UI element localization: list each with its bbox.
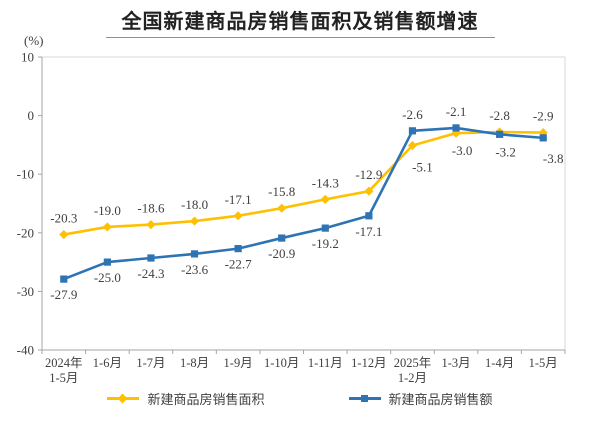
svg-text:-17.1: -17.1 [225, 192, 252, 207]
legend-line-sales-amount [348, 395, 381, 402]
svg-text:2024年: 2024年 [45, 356, 83, 370]
svg-text:-18.6: -18.6 [137, 201, 165, 216]
svg-text:-14.3: -14.3 [312, 175, 339, 190]
svg-text:-2.6: -2.6 [402, 107, 423, 122]
svg-text:-23.6: -23.6 [181, 262, 209, 277]
svg-text:-12.9: -12.9 [355, 167, 382, 182]
chart-legend: 新建商品房销售面积 新建商品房销售额 [0, 389, 600, 408]
svg-text:-19.2: -19.2 [312, 236, 339, 251]
chart-title-wrap: 全国新建商品房销售面积及销售额增速 [0, 5, 600, 38]
svg-text:1-5月: 1-5月 [529, 356, 558, 370]
svg-text:0: 0 [28, 108, 35, 123]
svg-text:10: 10 [21, 50, 34, 65]
svg-text:-30: -30 [17, 284, 34, 299]
svg-text:-15.8: -15.8 [268, 184, 295, 199]
svg-text:1-8月: 1-8月 [180, 356, 209, 370]
svg-text:-25.0: -25.0 [94, 270, 121, 285]
legend-item-sales-area: 新建商品房销售面积 [107, 389, 265, 408]
svg-text:-2.9: -2.9 [533, 109, 554, 124]
svg-text:-3.0: -3.0 [452, 143, 473, 158]
svg-text:-2.1: -2.1 [446, 104, 467, 119]
svg-text:-3.8: -3.8 [543, 151, 564, 166]
svg-text:1-11月: 1-11月 [308, 356, 343, 370]
svg-text:-10: -10 [17, 167, 34, 182]
svg-text:-2.8: -2.8 [489, 108, 510, 123]
svg-text:-18.0: -18.0 [181, 197, 208, 212]
svg-text:-20.3: -20.3 [50, 211, 77, 226]
svg-text:1-5月: 1-5月 [49, 371, 78, 385]
svg-text:-3.2: -3.2 [495, 144, 516, 159]
legend-item-sales-amount: 新建商品房销售额 [348, 389, 493, 408]
svg-text:-17.1: -17.1 [355, 224, 382, 239]
svg-text:-40: -40 [17, 343, 34, 358]
svg-text:-27.9: -27.9 [50, 287, 77, 302]
svg-text:-5.1: -5.1 [412, 159, 433, 174]
legend-line-sales-area [107, 393, 140, 404]
diamond-marker-icon [118, 393, 128, 404]
square-marker-icon [360, 395, 368, 402]
chart-title: 全国新建商品房销售面积及销售额增速 [105, 5, 495, 38]
svg-text:1-4月: 1-4月 [485, 356, 514, 370]
svg-text:-20: -20 [17, 225, 34, 240]
legend-label-sales-area: 新建商品房销售面积 [147, 392, 265, 407]
svg-text:-24.3: -24.3 [137, 266, 164, 281]
svg-text:1-2月: 1-2月 [398, 371, 427, 385]
svg-text:-22.7: -22.7 [225, 257, 253, 272]
svg-text:1-6月: 1-6月 [93, 356, 122, 370]
svg-text:1-10月: 1-10月 [264, 356, 299, 370]
svg-text:1-12月: 1-12月 [351, 356, 386, 370]
svg-text:1-7月: 1-7月 [136, 356, 165, 370]
svg-text:1-3月: 1-3月 [441, 356, 470, 370]
legend-label-sales-amount: 新建商品房销售额 [388, 392, 493, 407]
svg-text:-20.9: -20.9 [268, 246, 295, 261]
svg-text:1-9月: 1-9月 [224, 356, 253, 370]
svg-text:-19.0: -19.0 [94, 203, 121, 218]
y-axis-unit-label: (%) [24, 33, 44, 48]
svg-text:2025年: 2025年 [394, 356, 432, 370]
